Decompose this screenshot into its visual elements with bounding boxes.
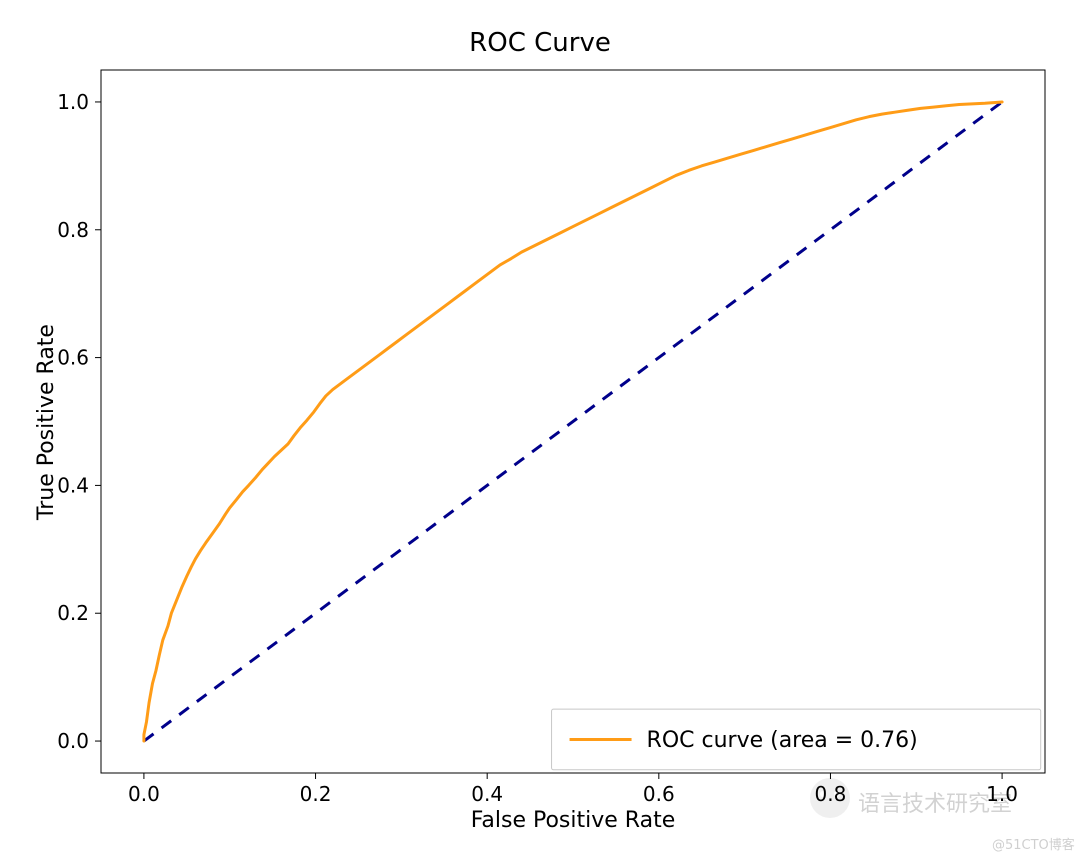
attribution-text: @51CTO博客 [992,834,1075,853]
legend-label: ROC curve (area = 0.76) [647,728,918,753]
x-tick-label: 0.6 [643,782,675,806]
chart-title: ROC Curve [0,28,1080,58]
y-tick-label: 0.4 [57,473,89,497]
y-tick-label: 0.8 [57,218,89,242]
y-tick-label: 0.6 [57,346,89,370]
plot-area: ROC curve (area = 0.76) [100,69,1046,774]
x-tick-label: 0.2 [300,782,332,806]
legend: ROC curve (area = 0.76) [552,709,1041,770]
wechat-logo-icon [808,776,852,820]
watermark-text: 语言技术研究室 [858,786,1012,818]
figure: ROC Curve True Positive Rate ROC curve (… [0,0,1080,858]
y-tick-label: 1.0 [57,90,89,114]
y-tick-label: 0.0 [57,729,89,753]
x-tick-label: 0.0 [128,782,160,806]
y-tick-label: 0.2 [57,601,89,625]
x-tick-label: 0.4 [471,782,503,806]
y-axis-label: True Positive Rate [34,324,59,520]
